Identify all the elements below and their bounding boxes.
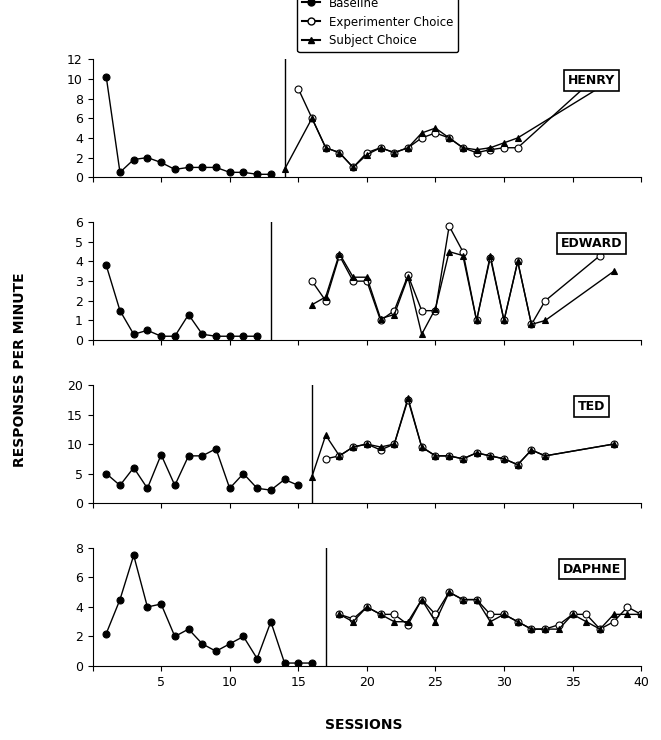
Text: DAPHNE: DAPHNE — [563, 562, 621, 576]
Legend: Baseline, Experimenter Choice, Subject Choice: Baseline, Experimenter Choice, Subject C… — [297, 0, 458, 52]
Text: RESPONSES PER MINUTE: RESPONSES PER MINUTE — [13, 272, 27, 468]
Text: TED: TED — [578, 400, 605, 413]
Text: SESSIONS: SESSIONS — [325, 719, 403, 732]
Text: EDWARD: EDWARD — [561, 237, 623, 250]
Text: HENRY: HENRY — [568, 74, 615, 87]
